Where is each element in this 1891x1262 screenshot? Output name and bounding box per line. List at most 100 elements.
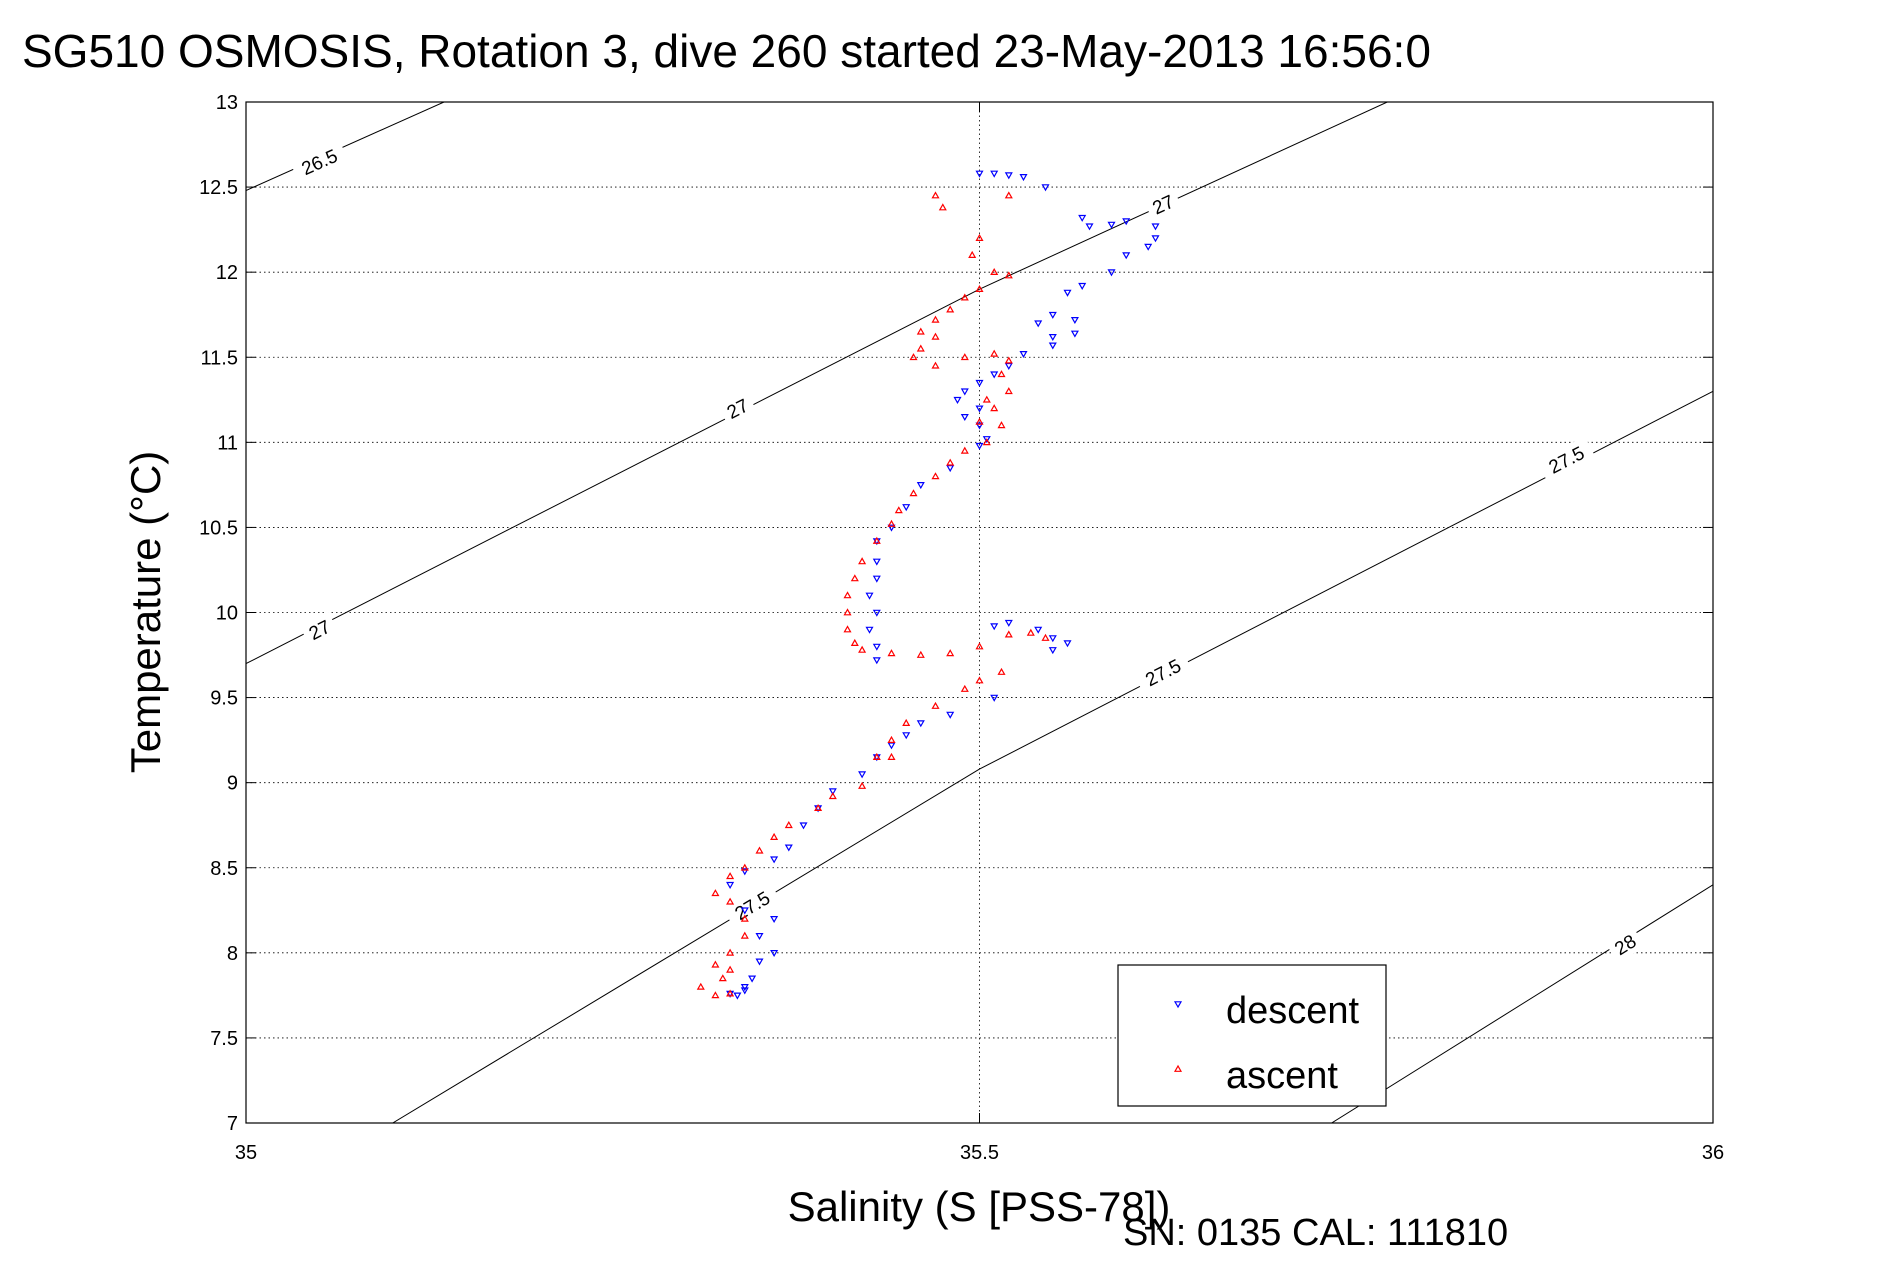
descent-point xyxy=(1151,223,1160,231)
descent-point xyxy=(872,643,881,651)
descent-point xyxy=(975,405,984,413)
ascent-point xyxy=(696,982,705,990)
descent-point xyxy=(1041,184,1050,192)
y-tick-label: 11.5 xyxy=(201,347,238,369)
contour-label-mask xyxy=(1605,925,1645,963)
chart-title: SG510 OSMOSIS, Rotation 3, dive 260 star… xyxy=(22,25,1431,77)
y-tick-label: 11 xyxy=(217,432,238,454)
descent-point xyxy=(960,414,969,422)
descent-point xyxy=(755,932,764,941)
ascent-point xyxy=(718,974,727,982)
y-tick-label: 8.5 xyxy=(210,858,238,880)
ascent-point xyxy=(990,349,999,357)
descent-point xyxy=(1063,289,1072,297)
ascent-point xyxy=(887,752,896,761)
data-points xyxy=(696,170,1160,1000)
ascent-point xyxy=(931,332,940,340)
descent-point xyxy=(726,881,735,890)
ascent-point xyxy=(931,701,940,709)
contour-label-mask xyxy=(299,611,340,648)
descent-point xyxy=(1048,342,1057,350)
y-tick-label: 13 xyxy=(216,92,238,114)
descent-point xyxy=(740,907,749,915)
ascent-point xyxy=(726,989,735,997)
ascent-point xyxy=(968,250,977,258)
descent-point xyxy=(872,558,881,566)
descent-point xyxy=(755,958,764,966)
y-tick-label: 10 xyxy=(216,603,238,625)
legend-marker-ascent-shape xyxy=(1173,1064,1183,1072)
ascent-point xyxy=(850,638,859,647)
descent-point xyxy=(1034,320,1043,328)
descent-point xyxy=(975,442,984,450)
ascent-point xyxy=(1004,630,1013,638)
descent-point xyxy=(990,623,999,631)
y-axis-title: Temperature (°C) xyxy=(122,451,169,774)
descent-point xyxy=(916,720,925,728)
ascent-point xyxy=(990,404,999,412)
ascent-point xyxy=(946,649,955,657)
ascent-point xyxy=(916,327,925,335)
descent-point xyxy=(990,371,999,379)
ascent-point xyxy=(711,889,720,897)
descent-point xyxy=(1107,269,1116,277)
descent-point xyxy=(872,609,881,617)
density-contour-line xyxy=(1331,884,1713,1123)
descent-point xyxy=(740,868,749,876)
descent-point xyxy=(916,482,925,490)
contour-label-mask xyxy=(722,880,782,930)
descent-point xyxy=(1085,223,1094,231)
contour-label-mask xyxy=(717,390,758,427)
legend-marker-ascent xyxy=(1173,1064,1183,1072)
grid-lines xyxy=(246,102,1713,1123)
descent-point xyxy=(1034,626,1043,634)
ascent-point xyxy=(975,233,984,241)
descent-point xyxy=(990,694,999,702)
x-tick-label: 35 xyxy=(235,1142,257,1164)
descent-point xyxy=(1122,252,1131,260)
descent-point xyxy=(865,592,874,600)
descent-point xyxy=(740,987,749,995)
ascent-point xyxy=(740,863,749,871)
descent-point xyxy=(1078,214,1087,222)
y-tick-label: 8 xyxy=(227,943,238,965)
ascent-point xyxy=(858,781,867,789)
descent-point xyxy=(770,856,779,864)
descent-point xyxy=(946,711,955,719)
descent-point xyxy=(1122,218,1131,226)
descent-point xyxy=(902,732,911,740)
ascent-point xyxy=(975,417,984,425)
legend-marker-descent-shape xyxy=(1173,1001,1183,1009)
ascent-point xyxy=(909,353,918,361)
ascent-point xyxy=(1004,356,1013,364)
descent-point xyxy=(733,992,742,1000)
ascent-point xyxy=(814,803,823,812)
ascent-point xyxy=(946,458,955,466)
descent-point xyxy=(1048,647,1057,655)
ascent-point xyxy=(740,914,749,922)
descent-point xyxy=(887,524,896,532)
ascent-point xyxy=(946,305,955,313)
y-tick-label: 7 xyxy=(227,1113,238,1135)
descent-point xyxy=(1004,619,1013,627)
descent-point xyxy=(975,422,984,430)
ascent-point xyxy=(960,684,969,692)
descent-point xyxy=(1004,172,1013,180)
descent-point xyxy=(1019,174,1028,182)
ascent-point xyxy=(960,293,969,301)
descent-point xyxy=(872,575,881,583)
descent-point xyxy=(740,983,749,992)
ascent-point xyxy=(1004,387,1013,395)
descent-point xyxy=(975,170,984,178)
ascent-point xyxy=(887,649,896,657)
ascent-point xyxy=(894,506,903,514)
ascent-point xyxy=(770,832,779,841)
descent-point xyxy=(1070,317,1079,325)
axis-ticks: 35 35.5 36 7 7.5 8 8.5 9 9.5 10 10.5 11 11.5 12 12.5 13 xyxy=(199,92,1724,1164)
descent-point xyxy=(1048,311,1057,319)
ascent-point xyxy=(726,965,735,973)
ascent-point xyxy=(931,472,940,480)
ascent-point xyxy=(784,820,793,829)
descent-point xyxy=(1048,334,1057,342)
legend-box xyxy=(1117,964,1387,1107)
